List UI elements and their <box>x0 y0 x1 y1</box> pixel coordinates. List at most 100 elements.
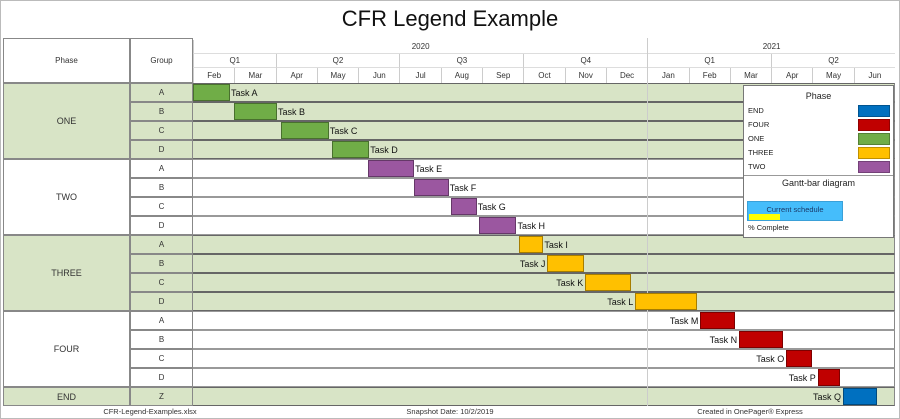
footer-created: Created in OnePager® Express <box>697 407 803 416</box>
month-header: Feb <box>193 68 234 83</box>
task-label: Task I <box>544 240 568 250</box>
task-label: Task F <box>449 183 477 193</box>
chart-title: CFR Legend Example <box>341 6 559 31</box>
legend-swatch <box>858 147 890 159</box>
current-schedule-label: Current schedule <box>766 205 824 214</box>
quarter-header: Q2 <box>771 54 895 68</box>
group-cell: C <box>130 121 193 140</box>
group-cell: C <box>130 349 193 368</box>
group-cell: B <box>130 178 193 197</box>
timeline-row <box>193 292 895 311</box>
task-bar[interactable] <box>281 122 329 139</box>
legend-box: Phase END FOUR ONE THREE TWO Gantt-bar diagr… <box>743 85 894 238</box>
task-bar[interactable] <box>843 388 878 405</box>
legend-item-label: THREE <box>748 148 774 157</box>
task-bar[interactable] <box>547 255 584 272</box>
legend-title: Phase <box>805 91 832 101</box>
legend-item-label: END <box>748 106 764 115</box>
legend-item-label: FOUR <box>748 120 770 129</box>
task-bar[interactable] <box>786 350 813 367</box>
group-cell: A <box>130 311 193 330</box>
task-label: Task O <box>756 354 785 364</box>
task-label: Task M <box>669 316 699 326</box>
legend-swatch <box>858 161 890 173</box>
phase-header <box>3 38 130 83</box>
timeline-row <box>193 330 895 349</box>
task-label: Task L <box>607 297 634 307</box>
timeline-row <box>193 178 895 197</box>
month-header: May <box>812 68 853 83</box>
task-bar[interactable] <box>234 103 277 120</box>
task-bar[interactable] <box>193 84 231 101</box>
legend-swatch <box>858 105 890 117</box>
legend-gantt-title: Gantt-bar diagram <box>781 178 856 188</box>
footer-snapshot: Snapshot Date: 10/2/2019 <box>406 407 494 416</box>
group-cell: D <box>130 368 193 387</box>
timeline-row <box>193 368 895 387</box>
quarter-header: Q4 <box>523 54 648 68</box>
month-header: Mar <box>234 68 275 83</box>
timeline-row <box>193 349 895 368</box>
year-header: 2021 <box>647 40 895 54</box>
phase-cell-two: TWO <box>3 159 130 235</box>
quarter-header: Q3 <box>399 54 524 68</box>
task-bar[interactable] <box>331 141 370 158</box>
task-bar[interactable] <box>451 198 477 215</box>
phase-cell-one: ONE <box>3 83 130 159</box>
current-schedule-bar: Current schedule <box>747 201 843 221</box>
month-header: Feb <box>688 68 730 83</box>
legend-divider <box>744 175 893 176</box>
month-header: Jun <box>358 68 399 83</box>
task-label: Task E <box>415 164 443 174</box>
group-cell: D <box>130 140 193 159</box>
task-label: Task B <box>277 107 305 117</box>
month-header: Sep <box>482 68 523 83</box>
month-header: Jun <box>853 68 895 83</box>
timeline-row <box>193 311 895 330</box>
legend-swatch <box>858 133 890 145</box>
task-label: Task J <box>519 259 546 269</box>
month-header: Jan <box>647 68 688 83</box>
task-label: Task G <box>477 202 506 212</box>
group-cell: Z <box>130 387 193 406</box>
month-header: Dec <box>605 68 647 83</box>
task-bar[interactable] <box>817 369 841 386</box>
task-label: Task D <box>370 145 398 155</box>
group-cell: B <box>130 330 193 349</box>
task-bar[interactable] <box>479 217 517 234</box>
timeline-row <box>193 273 895 292</box>
month-header: Mar <box>729 68 771 83</box>
task-bar[interactable] <box>585 274 632 291</box>
task-label: Task C <box>329 126 358 136</box>
group-cell: A <box>130 235 193 254</box>
task-bar[interactable] <box>519 236 544 253</box>
timeline-row <box>193 102 895 121</box>
phase-cell-end: END <box>3 387 130 406</box>
task-bar[interactable] <box>414 179 449 196</box>
timeline-row <box>193 254 895 273</box>
task-label: Task K <box>556 278 584 288</box>
month-header: Aug <box>440 68 482 83</box>
task-bar[interactable] <box>367 160 415 177</box>
timeline-row <box>193 121 895 140</box>
timeline-row <box>193 197 895 216</box>
group-cell: C <box>130 197 193 216</box>
group-header-label: Group <box>150 56 173 65</box>
task-bar[interactable] <box>635 293 698 310</box>
percent-complete-bar <box>749 214 781 220</box>
phase-header-label: Phase <box>55 56 78 65</box>
group-cell: A <box>130 159 193 178</box>
group-cell: D <box>130 216 193 235</box>
legend-swatch <box>858 119 890 131</box>
month-header: Jul <box>399 68 440 83</box>
task-bar[interactable] <box>700 312 736 329</box>
task-label: Task A <box>231 88 258 98</box>
percent-complete-label: % Complete <box>748 223 789 232</box>
task-bar[interactable] <box>739 331 784 348</box>
group-header <box>130 38 193 83</box>
footer-file: CFR-Legend-Examples.xlsx <box>103 407 197 416</box>
task-label: Task N <box>709 335 738 345</box>
timeline-row <box>193 387 895 406</box>
task-label: Task P <box>788 373 816 383</box>
year-header: 2020 <box>193 40 648 54</box>
